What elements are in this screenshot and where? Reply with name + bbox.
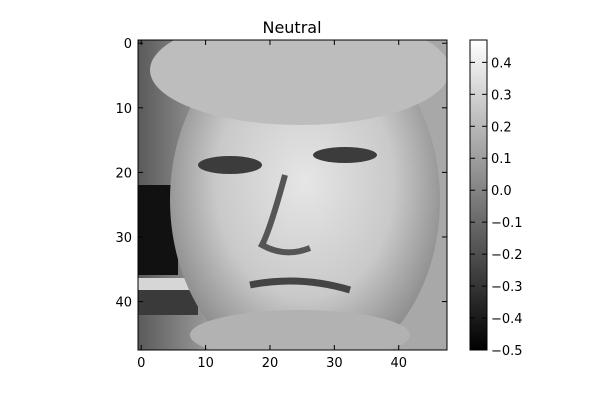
colorbar-tick-label: −0.1 — [491, 216, 523, 231]
x-tick-label: 0 — [137, 356, 145, 371]
colorbar-tick-label: −0.4 — [491, 312, 523, 327]
colorbar-tick-label: 0.3 — [491, 88, 512, 103]
y-axis: 0 10 20 30 40 — [115, 37, 447, 311]
chart-title: Neutral — [262, 18, 321, 37]
colorbar — [469, 39, 488, 351]
colorbar-tick-label: −0.5 — [491, 344, 523, 359]
x-axis: 0 10 20 30 40 — [137, 40, 407, 371]
colorbar-tick-label: 0.2 — [491, 120, 512, 135]
face-image — [138, 40, 447, 350]
x-tick-label: 30 — [326, 356, 343, 371]
y-tick-label: 30 — [115, 231, 132, 246]
colorbar-tick-label: 0.0 — [491, 184, 512, 199]
left-eye-shape — [198, 156, 262, 174]
colorbar-tick-label: −0.3 — [491, 280, 523, 295]
mouth-shape — [249, 277, 352, 294]
x-tick-label: 10 — [197, 356, 214, 371]
image-shadow-lower — [138, 290, 198, 315]
y-tick-label: 20 — [115, 166, 132, 181]
hair-shape — [150, 40, 447, 125]
y-tick-label: 0 — [124, 37, 132, 52]
x-tick-label: 20 — [262, 356, 279, 371]
colorbar-tick-label: 0.1 — [491, 152, 512, 167]
x-tick-label: 40 — [390, 356, 407, 371]
nose-shape — [257, 174, 312, 256]
colorbar-tick-label: 0.4 — [491, 56, 512, 71]
chin-shape — [190, 310, 410, 350]
y-tick-label: 10 — [115, 102, 132, 117]
image-frame — [137, 39, 448, 351]
right-eye-shape — [313, 147, 377, 163]
colorbar-axis: 0.4 0.3 0.2 0.1 0.0 −0.1 −0.2 −0.3 −0.4 −0.5 — [470, 56, 523, 359]
colorbar-tick-label: −0.2 — [491, 248, 523, 263]
y-tick-label: 40 — [115, 296, 132, 311]
